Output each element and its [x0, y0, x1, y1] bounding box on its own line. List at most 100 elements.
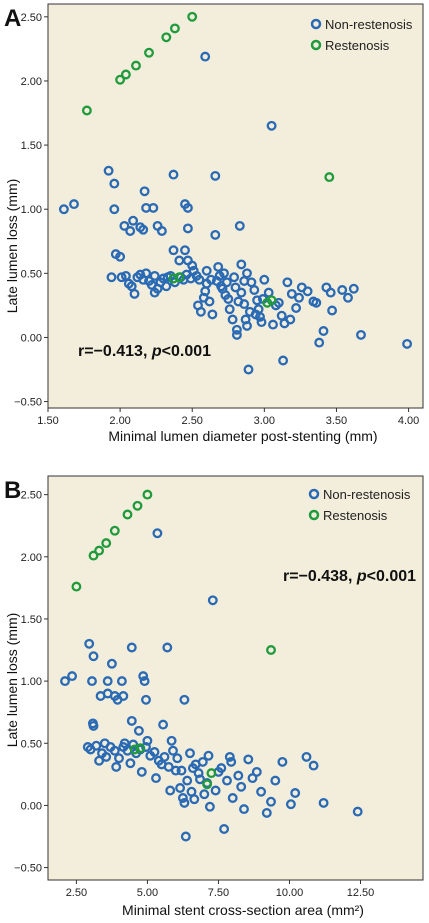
- panel-a-point-non-restenosis: [69, 199, 79, 210]
- panel-a-point-non-restenosis: [103, 165, 114, 176]
- panel-a-legend-label-non-restenosis: Non-restenosis: [325, 17, 413, 32]
- panel-b-point-non-restenosis: [101, 751, 112, 762]
- panel-a-point-non-restenosis: [161, 281, 172, 292]
- panel-a-point-non-restenosis: [182, 223, 193, 234]
- panel-b-point-non-restenosis: [227, 793, 238, 803]
- panel-b-point-non-restenosis: [149, 747, 160, 757]
- panel-b-annotation-prefix: r=−0.438,: [283, 568, 357, 585]
- panel-b-point-non-restenosis: [210, 785, 221, 796]
- panel-a-legend-marker-non-restenosis: [310, 18, 322, 30]
- panel-b-point-non-restenosis: [88, 651, 99, 662]
- panel-a-point-non-restenosis: [318, 326, 329, 336]
- panel-b-letter: B: [4, 477, 21, 504]
- panel-b-point-non-restenosis: [168, 745, 178, 756]
- panel-a-point-non-restenosis: [201, 265, 212, 276]
- panel-b-y-tick-label: 2.00: [21, 552, 42, 564]
- panel-b-point-restenosis: [122, 509, 133, 520]
- panel-a-annotation-suffix: <0.001: [162, 343, 211, 360]
- panel-b-point-non-restenosis: [99, 738, 110, 749]
- panel-a-point-non-restenosis: [109, 204, 120, 215]
- panel-a: A 1.50 2.00 2.50 3.00 3.50 4.00−0.500.000.501…: [4, 3, 424, 444]
- panel-a-point-non-restenosis: [266, 120, 277, 131]
- panel-b-point-non-restenosis: [141, 694, 151, 705]
- panel-a-point-non-restenosis: [168, 169, 179, 180]
- panel-a-point-non-restenosis: [195, 306, 206, 317]
- panel-b-point-non-restenosis: [199, 789, 210, 800]
- panel-b-point-non-restenosis: [204, 801, 215, 812]
- panel-a-legend-label-restenosis: Restenosis: [325, 38, 390, 53]
- panel-b-x-tick-label: 2.50: [66, 887, 87, 899]
- panel-b-point-non-restenosis: [139, 676, 150, 687]
- panel-b-point-non-restenosis: [88, 720, 99, 731]
- panel-b-point-non-restenosis: [125, 758, 136, 769]
- panel-a-x-tick-label: 1.50: [37, 415, 58, 427]
- panel-b-legend-label-non-restenosis: Non-restenosis: [323, 487, 411, 502]
- panel-a-point-non-restenosis: [236, 287, 247, 298]
- panel-b-point-non-restenosis: [308, 760, 319, 771]
- panel-a-point-restenosis: [266, 295, 277, 306]
- panel-a-point-non-restenosis: [198, 292, 209, 303]
- panel-a-legend-marker-restenosis: [310, 39, 322, 51]
- panel-b-point-non-restenosis: [170, 765, 181, 776]
- panel-b-point-non-restenosis: [243, 754, 254, 765]
- panel-b-point-non-restenosis: [158, 719, 169, 730]
- panel-b-point-non-restenosis: [285, 799, 296, 810]
- panel-a-y-tick-label: 0.00: [21, 332, 42, 344]
- panel-a-y-tick-label: 0.50: [21, 268, 42, 280]
- panel-b-x-tick-label: 5.00: [137, 887, 158, 899]
- panel-a-point-non-restenosis: [156, 226, 167, 236]
- panel-b-point-non-restenosis: [261, 807, 272, 818]
- panel-a-point-non-restenosis: [210, 170, 221, 181]
- panel-b-x-tick-label: 10.00: [276, 887, 304, 899]
- panel-b-y-axis-label: Late lumen loss (mm): [4, 613, 20, 748]
- panel-b-point-restenosis: [266, 645, 276, 655]
- panel-a-y-axis-label: Late lumen loss (mm): [4, 179, 20, 314]
- panel-b-point-non-restenosis: [142, 735, 153, 746]
- panel-a-point-non-restenosis: [200, 51, 211, 62]
- panel-b-annotation-suffix: <0.001: [367, 568, 416, 585]
- panel-a-point-non-restenosis: [128, 215, 139, 226]
- panel-a-point-non-restenosis: [220, 290, 231, 301]
- panel-b-point-non-restenosis: [352, 806, 363, 817]
- panel-a-point-non-restenosis: [311, 297, 322, 308]
- panel-b-point-non-restenosis: [207, 595, 218, 606]
- panel-a-point-non-restenosis: [180, 245, 190, 256]
- panel-a-y-tick-label: 2.00: [21, 76, 42, 88]
- panel-b-y-tick-label: 0.00: [21, 800, 42, 812]
- panel-b-point-non-restenosis: [256, 786, 267, 797]
- panel-b-point-restenosis: [206, 768, 217, 779]
- panel-a-letter: A: [4, 5, 21, 32]
- panel-b-point-non-restenosis: [162, 642, 173, 653]
- panel-b-point-restenosis: [71, 581, 82, 592]
- panel-a-point-non-restenosis: [236, 259, 247, 270]
- panel-a-annotation-prefix: r=−0.413,: [78, 343, 152, 360]
- panel-b-y-tick-label: 1.00: [21, 676, 42, 688]
- panel-a-y-tick-label: 1.50: [21, 140, 42, 152]
- panel-b-point-non-restenosis: [224, 751, 235, 762]
- panel-a-point-restenosis: [81, 105, 92, 116]
- panel-b-axis-ticks: 2.50 5.00 7.50 10.00 12.50 −0.50 0.00 0.50 1.00 1…: [14, 490, 374, 899]
- panel-a-point-non-restenosis: [242, 268, 252, 279]
- panel-a-point-restenosis: [115, 74, 126, 85]
- panel-b-x-axis-label: Minimal stent cross-section area (mm²): [122, 902, 364, 918]
- panel-a-plot-area: [47, 3, 424, 409]
- panel-a-point-non-restenosis: [325, 287, 336, 298]
- panel-a-point-restenosis: [120, 69, 131, 80]
- panel-b-point-non-restenosis: [266, 796, 276, 807]
- panel-a-point-non-restenosis: [141, 202, 152, 213]
- panel-b-point-non-restenosis: [179, 797, 190, 808]
- panel-a-point-non-restenosis: [282, 277, 293, 288]
- panel-b-point-restenosis: [202, 779, 213, 790]
- panel-a-point-non-restenosis: [286, 288, 297, 299]
- panel-a-legend: Non-restenosis Restenosis: [310, 17, 413, 53]
- panel-a-point-non-restenosis: [348, 283, 359, 294]
- panel-b-point-non-restenosis: [277, 756, 288, 767]
- panel-b-y-tick-label: 2.50: [21, 490, 42, 502]
- panel-b-point-non-restenosis: [180, 831, 191, 842]
- panel-b-point-non-restenosis: [87, 676, 97, 687]
- panel-b-point-non-restenosis: [185, 748, 195, 759]
- panel-a-x-axis-label: Minimal lumen diameter post-stenting (mm…: [108, 428, 377, 444]
- panel-b-point-non-restenosis: [156, 759, 167, 770]
- panel-a-point-non-restenosis: [302, 286, 313, 297]
